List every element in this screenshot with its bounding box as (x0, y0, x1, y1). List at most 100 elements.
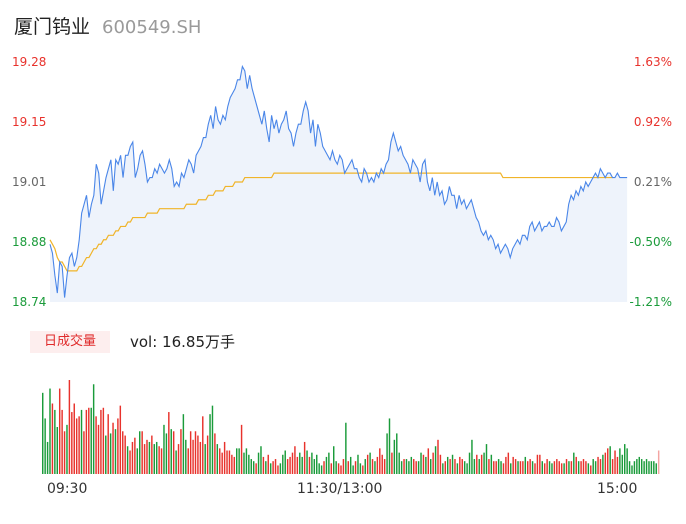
volume-bar (141, 431, 143, 474)
volume-bar (553, 461, 556, 474)
volume-tab[interactable]: 日成交量 (30, 331, 110, 353)
volume-bar (556, 459, 558, 474)
volume-bar (46, 441, 49, 474)
volume-bar (168, 412, 170, 474)
volume-bar (524, 456, 527, 474)
volume-bar (294, 446, 296, 474)
volume-bar (308, 456, 311, 474)
volume-bar (347, 461, 349, 474)
volume-bar (148, 441, 151, 474)
volume-bar (551, 463, 553, 474)
volume-bar (61, 409, 63, 474)
volume-bar (349, 456, 352, 474)
volume-bar (180, 429, 182, 474)
volume-bar (282, 454, 284, 474)
average-line-layer (49, 172, 613, 272)
volume-bar (619, 448, 621, 474)
percent-tick-label: 0.92% (633, 115, 672, 129)
volume-bar (42, 392, 44, 474)
volume-bar (163, 424, 165, 474)
price-tick-label: 18.88 (12, 235, 47, 249)
volume-bar (415, 461, 417, 474)
time-tick-label: 11:30/13:00 (297, 481, 383, 497)
volume-bar (599, 459, 602, 474)
volume-bar (160, 448, 163, 474)
volume-bar (633, 461, 636, 474)
volume-bar (129, 450, 131, 474)
volume-bar (66, 424, 68, 474)
volume-bar (638, 456, 640, 474)
percent-tick-label: 1.63% (633, 55, 672, 69)
volume-bar (153, 444, 155, 474)
volume-bar (189, 431, 192, 474)
volume-bar (383, 459, 386, 474)
volume-bar (228, 450, 231, 474)
volume-bar (318, 463, 320, 474)
time-tick-label: 15:00 (597, 481, 638, 497)
volume-bar (279, 463, 282, 474)
volume-bar (570, 461, 573, 474)
volume-bar (328, 452, 330, 474)
volume-bar (146, 439, 148, 474)
volume-bar (56, 427, 58, 474)
volume-bar (548, 461, 551, 474)
volume-bars-layer (42, 380, 660, 474)
volume-bar (238, 448, 240, 474)
volume-bar (366, 454, 369, 474)
volume-bar (340, 465, 342, 474)
volume-bar (243, 452, 245, 474)
volume-bar (369, 452, 371, 474)
volume-bar (585, 461, 587, 474)
volume-bar (657, 450, 660, 474)
volume-bar (139, 431, 141, 474)
volume-bar (73, 403, 75, 474)
volume-bar (580, 461, 582, 474)
volume-bar (209, 414, 211, 474)
volume-bar (165, 433, 168, 474)
volume-bar (158, 446, 160, 474)
volume-bar (417, 461, 420, 474)
volume-bar (655, 463, 657, 474)
volume-bar (143, 444, 146, 474)
volume-bar (519, 461, 522, 474)
volume-bar (131, 441, 134, 474)
volume-bar (636, 459, 638, 474)
volume-bar (221, 452, 223, 474)
volume-bar (582, 459, 585, 474)
volume-bar (483, 452, 485, 474)
volume-bar (376, 456, 379, 474)
volume-bar (248, 454, 250, 474)
volume-bar (359, 463, 362, 474)
volume-bar (531, 461, 534, 474)
volume-bar (645, 459, 648, 474)
volume-bar (497, 459, 500, 474)
volume-bar (626, 448, 628, 474)
volume-bar (325, 456, 328, 474)
volume-bar (262, 456, 265, 474)
volume-bar (563, 463, 565, 474)
volume-bar (58, 388, 61, 474)
volume-bar (71, 412, 73, 474)
percent-tick-label: -0.50% (629, 235, 672, 249)
volume-bar (323, 461, 325, 474)
volume-bar (628, 461, 631, 474)
volume-bar (177, 444, 180, 474)
volume-bar (223, 441, 226, 474)
percent-tick-label: 0.21% (633, 175, 672, 189)
volume-bar (456, 463, 459, 474)
volume-bar (539, 454, 541, 474)
volume-bar (362, 465, 364, 474)
volume-bar (78, 416, 80, 474)
volume-bar (485, 444, 488, 474)
volume-bar (109, 433, 112, 474)
time-tick-label: 09:30 (47, 481, 88, 497)
volume-bar (512, 456, 514, 474)
volume-bar (621, 454, 624, 474)
volume-bar (192, 439, 194, 474)
volume-bar (522, 461, 524, 474)
volume-bar (337, 463, 340, 474)
volume-bar (427, 448, 430, 474)
volume-bar (311, 452, 313, 474)
volume-bar (122, 431, 124, 474)
volume-bar (650, 461, 653, 474)
